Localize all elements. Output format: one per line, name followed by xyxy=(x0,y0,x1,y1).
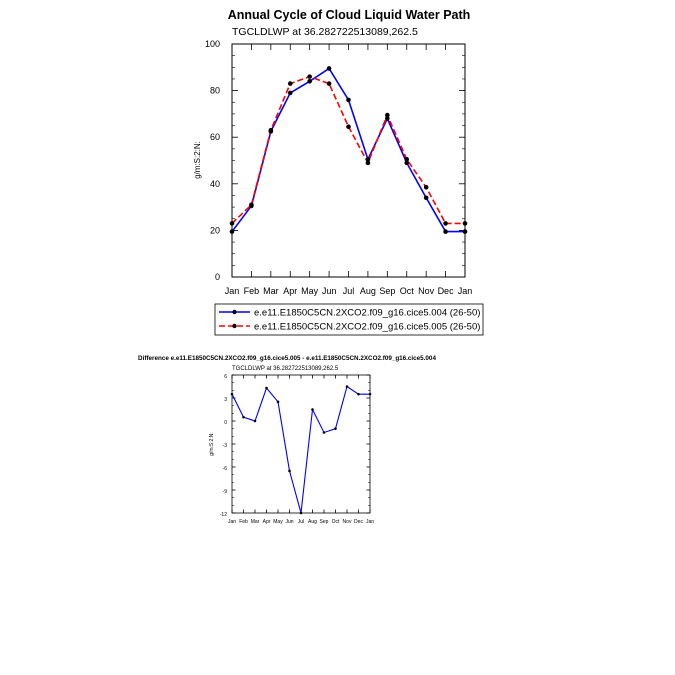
main-chart-y-axis-label: g/m:S:2:N: xyxy=(193,141,202,179)
main-series-1-point xyxy=(346,97,351,103)
main-chart: Annual Cycle of Cloud Liquid Water Path … xyxy=(193,8,484,336)
legend-label-series-2: e.e11.E1850C5CN.2XCO2.f09_g16.cice5.005 … xyxy=(254,322,480,333)
main-x-tick-label: Mar xyxy=(263,286,279,296)
difference-x-tick-label: Apr xyxy=(263,519,271,525)
main-x-tick-label: Oct xyxy=(400,286,415,296)
difference-series-1-point xyxy=(265,386,268,390)
difference-y-tick-label: -3 xyxy=(223,443,228,449)
difference-x-tick-label: Mar xyxy=(251,519,260,525)
difference-series-line-1 xyxy=(231,385,370,514)
difference-chart-y-axis-label: g/m:S:2:N: xyxy=(209,432,215,456)
difference-series-1-point xyxy=(230,392,234,396)
difference-series-1-point xyxy=(311,408,314,411)
main-y-tick-label: 0 xyxy=(215,272,220,282)
main-chart-legend: e.e11.E1850C5CN.2XCO2.f09_g16.cice5.004 … xyxy=(214,303,484,336)
difference-series-1-point xyxy=(276,400,280,404)
main-y-tick-label: 80 xyxy=(210,86,220,96)
difference-x-tick-label: Jan xyxy=(366,519,374,525)
main-series-1-point xyxy=(307,78,312,84)
main-series-2-point xyxy=(346,124,351,130)
main-x-tick-label: Sep xyxy=(379,286,395,296)
difference-series-1-point xyxy=(368,392,372,396)
main-series-2-point xyxy=(326,81,332,86)
main-chart-plot-frame xyxy=(231,43,466,278)
main-series-2-point xyxy=(229,221,235,226)
legend-label-series-1: e.e11.E1850C5CN.2XCO2.f09_g16.cice5.004 … xyxy=(254,308,480,319)
main-series-1-point xyxy=(462,229,468,234)
difference-chart: Difference e.e11.E1850C5CN.2XCO2.f09_g16… xyxy=(138,355,436,525)
difference-chart-plot-frame xyxy=(231,374,371,514)
difference-series-1-point xyxy=(253,419,257,423)
difference-series-1-point xyxy=(242,415,245,419)
main-x-tick-label: Jan xyxy=(225,286,240,296)
main-series-1-point xyxy=(404,160,410,166)
main-x-tick-label: Aug xyxy=(360,286,376,296)
main-y-tick-label: 40 xyxy=(210,179,220,189)
main-series-2-point xyxy=(249,202,254,208)
main-x-tick-label: Feb xyxy=(244,286,260,296)
main-x-tick-label: May xyxy=(301,286,319,296)
difference-y-tick-label: 0 xyxy=(224,420,227,426)
difference-x-tick-label: Oct xyxy=(332,519,340,525)
main-series-2-point xyxy=(423,184,429,190)
main-series-line-1 xyxy=(231,67,465,233)
main-chart-title: Annual Cycle of Cloud Liquid Water Path xyxy=(228,8,471,22)
main-y-tick-label: 20 xyxy=(210,225,220,235)
difference-series-1-point xyxy=(299,511,303,515)
main-series-1-point xyxy=(443,229,448,234)
main-series-2-point xyxy=(307,74,312,79)
main-x-tick-label: Jul xyxy=(343,286,355,296)
difference-series-1-point xyxy=(322,431,326,434)
main-series-2-point xyxy=(268,127,274,133)
main-x-tick-label: Jan xyxy=(458,286,473,296)
main-series-1-point xyxy=(385,116,390,121)
difference-x-tick-label: Aug xyxy=(308,519,317,525)
main-series-2-point xyxy=(462,221,468,226)
difference-x-tick-label: Dec xyxy=(354,519,363,525)
main-series-2-point xyxy=(404,157,410,162)
main-series-1-point xyxy=(287,90,293,96)
difference-x-tick-label: Jun xyxy=(285,519,293,525)
legend-box xyxy=(214,303,484,336)
main-y-tick-label: 100 xyxy=(205,39,220,49)
difference-y-tick-label: -12 xyxy=(220,512,227,518)
difference-y-tick-label: -9 xyxy=(223,489,228,495)
main-x-tick-label: Jun xyxy=(322,286,337,296)
difference-series-1-point xyxy=(345,385,349,388)
difference-chart-subtitle: TGCLDLWP at 36.282722513089,262.5 xyxy=(232,366,339,372)
difference-x-tick-label: Sep xyxy=(320,519,329,525)
main-x-tick-label: Nov xyxy=(418,286,435,296)
difference-x-tick-label: Feb xyxy=(239,519,248,525)
difference-x-tick-label: Jan xyxy=(228,519,236,525)
main-series-1-point xyxy=(326,66,332,71)
difference-x-tick-label: May xyxy=(273,519,283,525)
main-series-2-point xyxy=(365,160,371,166)
difference-y-tick-label: -6 xyxy=(223,466,228,472)
difference-chart-title: Difference e.e11.E1850C5CN.2XCO2.f09_g16… xyxy=(138,355,436,362)
legend-marker-series-1 xyxy=(232,309,237,315)
main-series-1-point xyxy=(229,229,235,234)
main-series-1-point xyxy=(423,195,429,201)
main-x-tick-label: Dec xyxy=(438,286,455,296)
main-x-tick-label: Apr xyxy=(283,286,297,296)
difference-y-tick-label: 6 xyxy=(224,374,227,380)
legend-marker-series-2 xyxy=(232,323,237,329)
main-series-2-point xyxy=(443,221,448,226)
main-series-2-point xyxy=(287,81,293,86)
main-series-1-point xyxy=(365,157,371,162)
main-y-tick-label: 60 xyxy=(210,132,220,142)
difference-series-1-point xyxy=(334,427,337,430)
main-series-2-point xyxy=(385,112,390,118)
difference-x-tick-label: Jul xyxy=(298,519,304,525)
difference-series-1-point xyxy=(357,392,360,396)
main-chart-subtitle: TGCLDLWP at 36.282722513089,262.5 xyxy=(232,26,418,38)
difference-series-1-point xyxy=(288,469,291,473)
difference-y-tick-label: 3 xyxy=(224,397,227,403)
difference-x-tick-label: Nov xyxy=(343,519,352,525)
